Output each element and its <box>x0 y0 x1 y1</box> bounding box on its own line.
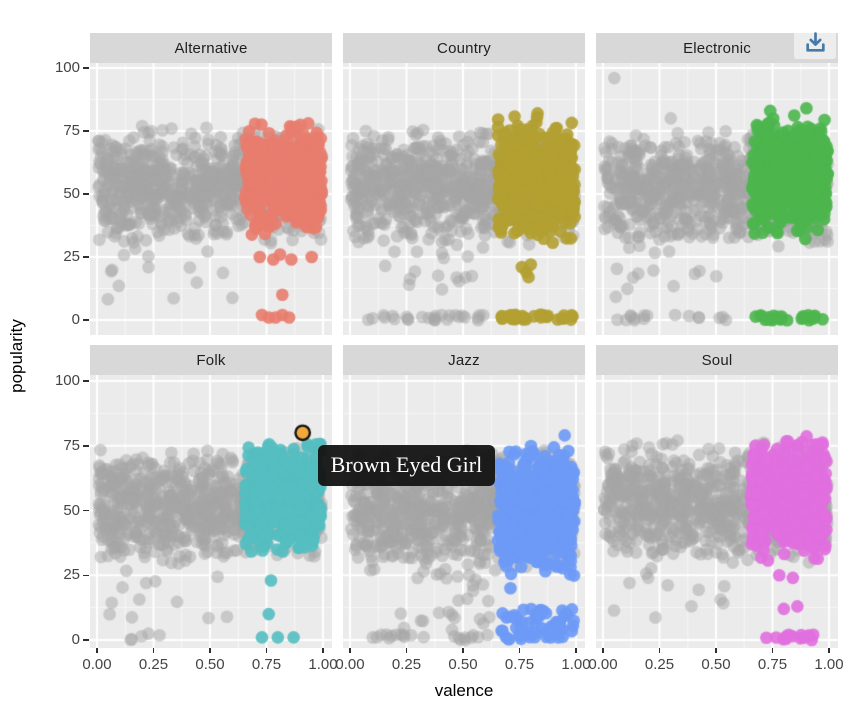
y-tick-label: 0 <box>71 631 80 648</box>
x-tick-label: 0.00 <box>335 656 365 673</box>
x-tick-mark <box>518 648 521 653</box>
facet-strip-alternative: Alternative <box>90 33 332 63</box>
facet-strip-jazz: Jazz <box>343 345 585 375</box>
x-tick-label: 0.75 <box>251 656 282 673</box>
x-tick-label: 0.75 <box>504 656 535 673</box>
y-tick-mark <box>83 639 89 641</box>
x-tick-label: 0.25 <box>138 656 169 673</box>
y-tick-label: 25 <box>63 248 80 265</box>
x-tick-label: 0.00 <box>82 656 112 673</box>
x-tick-mark <box>209 648 211 653</box>
x-tick-label: 1.00 <box>814 656 844 673</box>
x-tick-label: 0.50 <box>195 656 225 673</box>
y-tick-mark <box>83 67 89 69</box>
facet-panel-country[interactable] <box>343 63 585 335</box>
facet-strip-folk: Folk <box>90 345 332 375</box>
y-tick-mark <box>83 130 89 132</box>
x-tick-mark <box>152 648 155 653</box>
download-plot-button[interactable] <box>794 26 836 59</box>
x-tick-label: 0.50 <box>701 656 731 673</box>
x-tick-mark <box>771 648 774 653</box>
y-tick-mark <box>83 445 89 447</box>
y-tick-label: 50 <box>63 185 80 202</box>
x-tick-label: 0.25 <box>644 656 675 673</box>
y-tick-mark <box>83 256 89 258</box>
x-tick-mark <box>462 648 464 653</box>
facet-panel-jazz[interactable] <box>343 375 585 648</box>
x-tick-mark <box>349 648 351 653</box>
y-tick-mark <box>83 193 89 195</box>
x-tick-label: 0.75 <box>757 656 788 673</box>
x-tick-mark <box>658 648 661 653</box>
y-tick-label: 100 <box>54 59 80 76</box>
hover-tooltip: Brown Eyed Girl <box>317 444 496 486</box>
y-tick-label: 100 <box>54 372 80 389</box>
facet-panel-soul[interactable] <box>596 375 838 648</box>
y-axis-title: popularity <box>7 319 26 393</box>
x-axis-title: valence <box>434 681 494 700</box>
y-tick-label: 75 <box>63 122 80 139</box>
x-tick-mark <box>96 648 98 653</box>
download-icon <box>805 32 825 52</box>
x-tick-mark <box>265 648 268 653</box>
facet-strip-soul: Soul <box>596 345 838 375</box>
x-tick-label: 1.00 <box>561 656 591 673</box>
x-tick-label: 0.50 <box>448 656 478 673</box>
x-tick-mark <box>715 648 717 653</box>
y-tick-mark <box>83 509 89 512</box>
y-tick-label: 0 <box>71 311 80 328</box>
y-tick-mark <box>83 380 89 382</box>
y-tick-label: 50 <box>63 501 80 519</box>
x-tick-mark <box>405 648 408 653</box>
y-tick-mark <box>83 319 89 321</box>
x-tick-label: 1.00 <box>308 656 338 673</box>
x-tick-mark <box>602 648 604 653</box>
facet-strip-country: Country <box>343 33 585 63</box>
facet-panel-folk[interactable] <box>90 375 332 648</box>
x-tick-mark <box>828 648 830 653</box>
y-tick-mark <box>83 574 89 576</box>
x-tick-label: 0.00 <box>588 656 618 673</box>
x-tick-mark <box>575 648 577 653</box>
x-tick-mark <box>322 648 324 653</box>
facet-panel-electronic[interactable] <box>596 63 838 335</box>
y-tick-label: 75 <box>63 436 80 454</box>
facet-panel-alternative[interactable] <box>90 63 332 335</box>
y-tick-label: 25 <box>63 566 80 584</box>
x-tick-label: 0.25 <box>391 656 422 673</box>
